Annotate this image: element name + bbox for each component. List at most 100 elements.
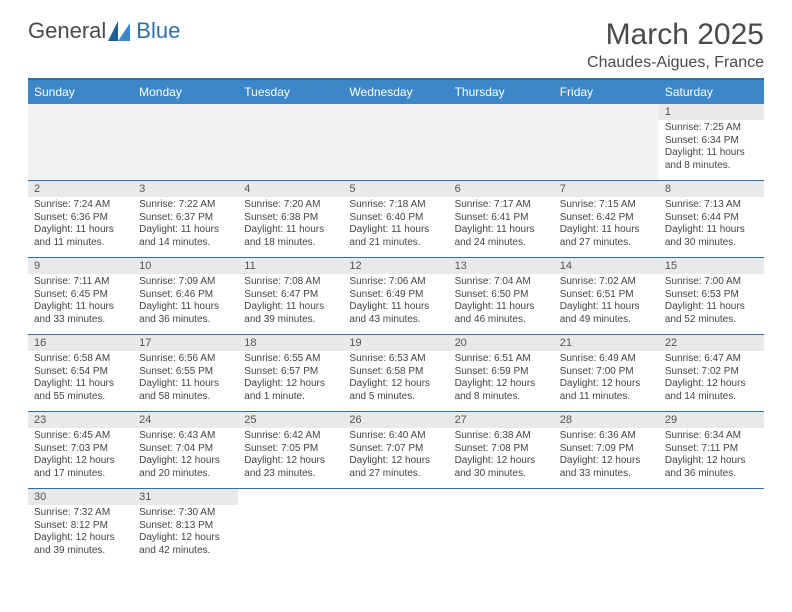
calendar-cell: 13Sunrise: 7:04 AMSunset: 6:50 PMDayligh… (449, 258, 554, 335)
day-details: Sunrise: 7:30 AMSunset: 8:13 PMDaylight:… (133, 505, 238, 561)
day-details: Sunrise: 7:24 AMSunset: 6:36 PMDaylight:… (28, 197, 133, 253)
sunset-text: Sunset: 6:42 PM (560, 212, 653, 225)
sunset-text: Sunset: 6:55 PM (139, 366, 232, 379)
daylight-text: Daylight: 12 hours and 30 minutes. (455, 455, 548, 480)
calendar-cell: 20Sunrise: 6:51 AMSunset: 6:59 PMDayligh… (449, 335, 554, 412)
page-title: March 2025 (587, 18, 764, 52)
daylight-text: Daylight: 11 hours and 43 minutes. (349, 301, 442, 326)
daylight-text: Daylight: 11 hours and 39 minutes. (244, 301, 337, 326)
day-number: 19 (343, 335, 448, 351)
day-details: Sunrise: 7:08 AMSunset: 6:47 PMDaylight:… (238, 274, 343, 330)
sunset-text: Sunset: 6:54 PM (34, 366, 127, 379)
daylight-text: Daylight: 11 hours and 52 minutes. (665, 301, 758, 326)
sunset-text: Sunset: 7:05 PM (244, 443, 337, 456)
day-details: Sunrise: 6:53 AMSunset: 6:58 PMDaylight:… (343, 351, 448, 407)
daylight-text: Daylight: 12 hours and 8 minutes. (455, 378, 548, 403)
daylight-text: Daylight: 12 hours and 23 minutes. (244, 455, 337, 480)
day-details: Sunrise: 7:18 AMSunset: 6:40 PMDaylight:… (343, 197, 448, 253)
day-number: 20 (449, 335, 554, 351)
location-label: Chaudes-Aigues, France (587, 54, 764, 72)
sunset-text: Sunset: 8:12 PM (34, 520, 127, 533)
sunset-text: Sunset: 7:11 PM (665, 443, 758, 456)
day-details: Sunrise: 6:58 AMSunset: 6:54 PMDaylight:… (28, 351, 133, 407)
sunrise-text: Sunrise: 7:15 AM (560, 199, 653, 212)
calendar-cell: 7Sunrise: 7:15 AMSunset: 6:42 PMDaylight… (554, 181, 659, 258)
calendar-cell: 17Sunrise: 6:56 AMSunset: 6:55 PMDayligh… (133, 335, 238, 412)
day-number: 18 (238, 335, 343, 351)
sunset-text: Sunset: 6:40 PM (349, 212, 442, 225)
daylight-text: Daylight: 11 hours and 8 minutes. (665, 147, 758, 172)
daylight-text: Daylight: 12 hours and 17 minutes. (34, 455, 127, 480)
day-number: 31 (133, 489, 238, 505)
sunrise-text: Sunrise: 7:04 AM (455, 276, 548, 289)
day-number: 12 (343, 258, 448, 274)
day-number: 6 (449, 181, 554, 197)
calendar-cell: 21Sunrise: 6:49 AMSunset: 7:00 PMDayligh… (554, 335, 659, 412)
day-header: Monday (133, 80, 238, 104)
sunset-text: Sunset: 7:09 PM (560, 443, 653, 456)
logo-flag-icon (108, 21, 134, 41)
day-number: 8 (659, 181, 764, 197)
day-number: 21 (554, 335, 659, 351)
calendar-cell: 8Sunrise: 7:13 AMSunset: 6:44 PMDaylight… (659, 181, 764, 258)
day-details: Sunrise: 7:02 AMSunset: 6:51 PMDaylight:… (554, 274, 659, 330)
calendar-cell: 16Sunrise: 6:58 AMSunset: 6:54 PMDayligh… (28, 335, 133, 412)
day-number: 27 (449, 412, 554, 428)
sunrise-text: Sunrise: 6:36 AM (560, 430, 653, 443)
sunset-text: Sunset: 6:59 PM (455, 366, 548, 379)
day-number: 14 (554, 258, 659, 274)
sunrise-text: Sunrise: 6:47 AM (665, 353, 758, 366)
day-number: 22 (659, 335, 764, 351)
daylight-text: Daylight: 11 hours and 55 minutes. (34, 378, 127, 403)
sunrise-text: Sunrise: 7:06 AM (349, 276, 442, 289)
calendar-cell: 31Sunrise: 7:30 AMSunset: 8:13 PMDayligh… (133, 489, 238, 566)
day-number: 23 (28, 412, 133, 428)
day-number: 5 (343, 181, 448, 197)
day-number: 25 (238, 412, 343, 428)
calendar-cell: 3Sunrise: 7:22 AMSunset: 6:37 PMDaylight… (133, 181, 238, 258)
sunrise-text: Sunrise: 6:38 AM (455, 430, 548, 443)
daylight-text: Daylight: 11 hours and 46 minutes. (455, 301, 548, 326)
day-number: 4 (238, 181, 343, 197)
calendar-row: 9Sunrise: 7:11 AMSunset: 6:45 PMDaylight… (28, 258, 764, 335)
sunrise-text: Sunrise: 7:02 AM (560, 276, 653, 289)
calendar-cell (449, 104, 554, 181)
sunset-text: Sunset: 6:57 PM (244, 366, 337, 379)
sunset-text: Sunset: 8:13 PM (139, 520, 232, 533)
calendar-cell: 19Sunrise: 6:53 AMSunset: 6:58 PMDayligh… (343, 335, 448, 412)
calendar-cell (554, 104, 659, 181)
day-details: Sunrise: 6:49 AMSunset: 7:00 PMDaylight:… (554, 351, 659, 407)
logo: General Blue (28, 18, 180, 44)
sunrise-text: Sunrise: 7:30 AM (139, 507, 232, 520)
sunrise-text: Sunrise: 7:24 AM (34, 199, 127, 212)
day-details: Sunrise: 7:11 AMSunset: 6:45 PMDaylight:… (28, 274, 133, 330)
day-details: Sunrise: 6:47 AMSunset: 7:02 PMDaylight:… (659, 351, 764, 407)
daylight-text: Daylight: 12 hours and 36 minutes. (665, 455, 758, 480)
day-details: Sunrise: 6:45 AMSunset: 7:03 PMDaylight:… (28, 428, 133, 484)
calendar-cell: 2Sunrise: 7:24 AMSunset: 6:36 PMDaylight… (28, 181, 133, 258)
calendar-row: 1Sunrise: 7:25 AMSunset: 6:34 PMDaylight… (28, 104, 764, 181)
day-details: Sunrise: 7:06 AMSunset: 6:49 PMDaylight:… (343, 274, 448, 330)
day-number: 17 (133, 335, 238, 351)
day-details: Sunrise: 6:43 AMSunset: 7:04 PMDaylight:… (133, 428, 238, 484)
calendar-cell: 23Sunrise: 6:45 AMSunset: 7:03 PMDayligh… (28, 412, 133, 489)
sunrise-text: Sunrise: 7:32 AM (34, 507, 127, 520)
sunset-text: Sunset: 6:51 PM (560, 289, 653, 302)
daylight-text: Daylight: 11 hours and 36 minutes. (139, 301, 232, 326)
sunrise-text: Sunrise: 6:40 AM (349, 430, 442, 443)
daylight-text: Daylight: 11 hours and 21 minutes. (349, 224, 442, 249)
daylight-text: Daylight: 12 hours and 42 minutes. (139, 532, 232, 557)
sunset-text: Sunset: 6:50 PM (455, 289, 548, 302)
daylight-text: Daylight: 12 hours and 20 minutes. (139, 455, 232, 480)
day-number: 2 (28, 181, 133, 197)
calendar-cell: 6Sunrise: 7:17 AMSunset: 6:41 PMDaylight… (449, 181, 554, 258)
calendar-cell: 24Sunrise: 6:43 AMSunset: 7:04 PMDayligh… (133, 412, 238, 489)
sunset-text: Sunset: 6:53 PM (665, 289, 758, 302)
calendar-cell (28, 104, 133, 181)
day-header: Tuesday (238, 80, 343, 104)
sunset-text: Sunset: 6:37 PM (139, 212, 232, 225)
day-number: 3 (133, 181, 238, 197)
daylight-text: Daylight: 12 hours and 1 minute. (244, 378, 337, 403)
calendar-cell (554, 489, 659, 566)
day-header-row: Sunday Monday Tuesday Wednesday Thursday… (28, 80, 764, 104)
